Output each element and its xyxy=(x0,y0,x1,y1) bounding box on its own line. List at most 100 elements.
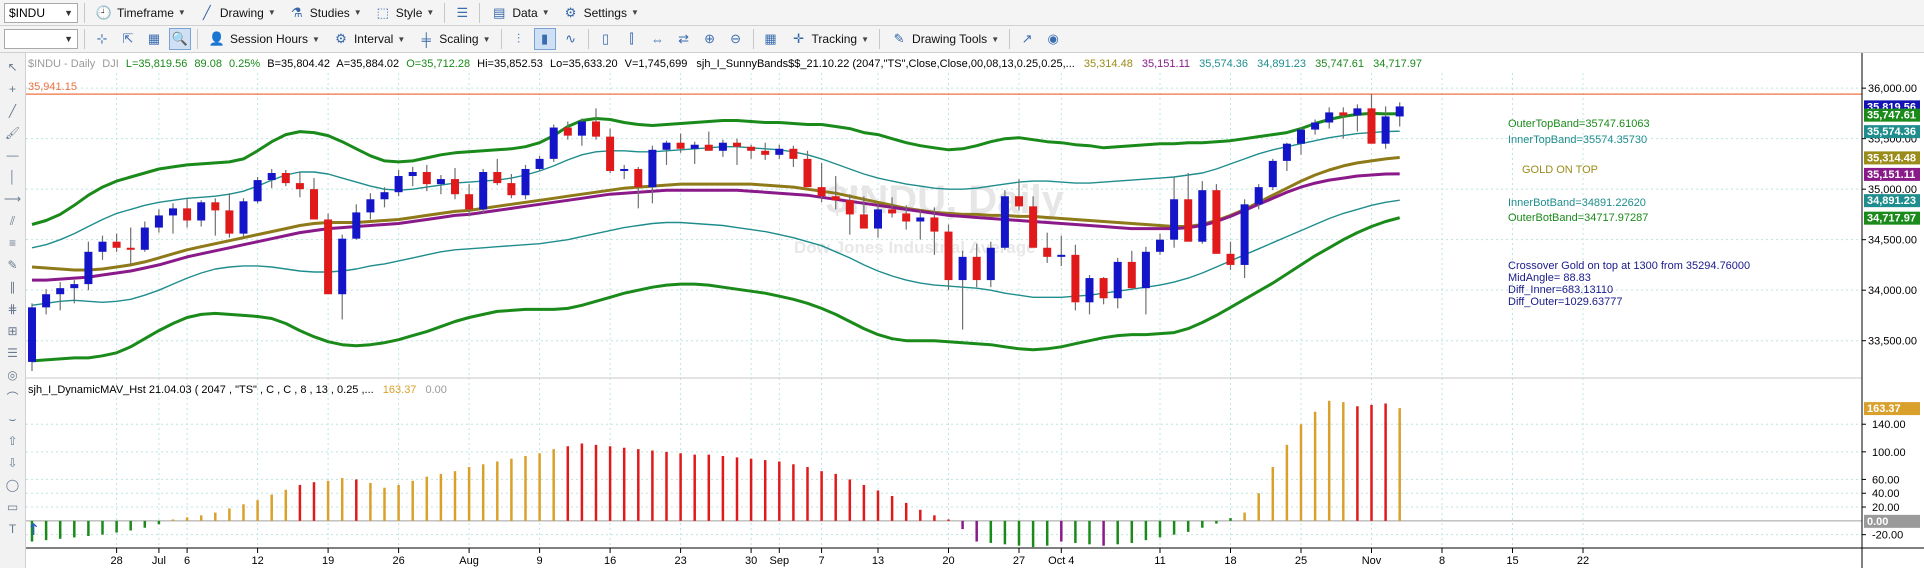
candle-body xyxy=(1170,199,1179,240)
chart-area[interactable]: $INDU - Daily DJI L=35,819.56 89.08 0.25… xyxy=(26,53,1924,568)
cursor-icon[interactable]: ↖ xyxy=(7,60,18,74)
candlestick-icon[interactable]: ▮ xyxy=(533,28,556,50)
tracking-icon: ✛ xyxy=(793,31,804,46)
vertical-line-icon[interactable]: │ xyxy=(8,170,17,184)
separator xyxy=(500,29,502,49)
osc-tick-label: 60.00 xyxy=(1872,474,1900,486)
grid-icon[interactable]: ▦ xyxy=(764,31,777,46)
horizontal-line-icon[interactable]: — xyxy=(6,148,19,162)
pencil-icon[interactable]: ✎ xyxy=(7,258,18,272)
magnifier-icon[interactable]: 🔍 xyxy=(169,28,191,50)
grid xyxy=(26,73,1862,548)
ray-icon[interactable]: ⟶ xyxy=(3,192,22,206)
candle-body xyxy=(1240,204,1249,265)
interval-combo[interactable]: ▼ xyxy=(4,29,78,49)
candle-body xyxy=(930,217,939,232)
trendline-icon[interactable]: ╱ xyxy=(8,104,17,118)
price-badge xyxy=(1864,125,1920,139)
candle-body xyxy=(98,241,107,252)
candle-body xyxy=(394,176,403,193)
eye-icon[interactable]: ◉ xyxy=(1047,31,1059,46)
bars-icon[interactable]: ▯ xyxy=(601,31,610,46)
symbol-combo[interactable]: $INDU ▼ xyxy=(4,2,78,23)
band-outer-top xyxy=(31,111,1400,226)
layout-icon[interactable]: ▦ xyxy=(147,31,161,46)
candle-body xyxy=(352,212,361,239)
legend-ask: A=35,884.02 xyxy=(336,58,399,70)
time-tick-label: Oct 4 xyxy=(1048,555,1074,567)
drawing-button[interactable]: ╱ Drawing ▼ xyxy=(194,2,280,24)
fib-icon[interactable]: ≡ xyxy=(8,236,16,250)
list-icon[interactable]: ☰ xyxy=(7,346,18,360)
studies-button[interactable]: ⚗ Studies ▼ xyxy=(284,2,366,24)
candle-body xyxy=(1212,190,1221,254)
page-icon[interactable]: ⇄ xyxy=(678,31,689,46)
scroll-icon[interactable]: ⇔ xyxy=(651,31,665,47)
candle-body xyxy=(888,209,897,214)
crosshair-icon[interactable]: ⊹ xyxy=(96,31,108,46)
ellipse-icon[interactable]: ◯ xyxy=(5,478,20,492)
rectangle-icon[interactable]: ▭ xyxy=(6,500,19,514)
ohlc-icon[interactable]: ⫿ xyxy=(629,31,634,46)
parallel-icon[interactable]: ∥ xyxy=(9,280,16,294)
zoom-out-icon[interactable]: ⊖ xyxy=(730,31,741,46)
interval-button[interactable]: ⚙ Interval ▼ xyxy=(328,28,409,50)
data-button[interactable]: ▤ Data ▼ xyxy=(486,2,553,24)
candle-body xyxy=(845,200,854,215)
candle-body xyxy=(253,180,262,202)
timeframe-button[interactable]: 🕘 Timeframe ▼ xyxy=(91,2,190,24)
panels-icon[interactable]: ☰ xyxy=(456,4,469,20)
time-tick-label: Aug xyxy=(459,555,479,567)
price-tick-label: 34,500.00 xyxy=(1868,235,1917,247)
price-tick-label: 34,000.00 xyxy=(1868,285,1917,297)
cycle-icon[interactable]: ◎ xyxy=(7,368,18,382)
candle-body xyxy=(1339,112,1348,116)
bar-chart-icon[interactable]: ⫶ xyxy=(516,31,521,46)
pointer-icon[interactable]: ⇱ xyxy=(122,31,134,46)
time-tick-label: 27 xyxy=(1013,555,1025,567)
diff-outer-label: Diff_Outer=1029.63777 xyxy=(1508,296,1622,308)
time-tick-label: 18 xyxy=(1224,555,1236,567)
candle-body xyxy=(916,217,925,222)
session-hours-button[interactable]: 👤 Session Hours ▼ xyxy=(204,28,324,50)
diff-inner-label: Diff_Inner=683.13110 xyxy=(1508,284,1613,296)
scaling-button[interactable]: ╪ Scaling ▼ xyxy=(413,28,494,50)
chart-svg[interactable]: $INDU - Daily DJI L=35,819.56 89.08 0.25… xyxy=(26,53,1924,568)
arrow-down-icon[interactable]: ⇩ xyxy=(7,456,18,470)
zoom-in-icon[interactable]: ⊕ xyxy=(704,31,715,46)
style-button[interactable]: ⬚ Style ▼ xyxy=(370,2,439,24)
outer-bot-label: OuterBotBand=34717.97287 xyxy=(1508,212,1648,224)
tracking-button[interactable]: ✛ Tracking ▼ xyxy=(786,28,874,50)
separator xyxy=(879,29,881,49)
candle-body xyxy=(859,214,868,229)
price-tick-label: 36,000.00 xyxy=(1868,83,1917,95)
brush-icon[interactable]: 🖌 xyxy=(4,126,21,140)
candle-body xyxy=(986,247,995,281)
arc-down-icon[interactable]: ⌣ xyxy=(8,411,17,426)
crosshair-icon[interactable]: + xyxy=(8,82,16,96)
legend-study: sjh_I_SunnyBands$$_21.10.22 (2047,"TS",C… xyxy=(696,58,1074,70)
grid-icon[interactable]: ⊞ xyxy=(7,324,18,338)
pencil-icon: ✎ xyxy=(893,31,905,46)
candle-body xyxy=(1268,160,1277,188)
line-chart-icon[interactable]: ∿ xyxy=(565,31,576,46)
osc-tick-label: 140.00 xyxy=(1872,419,1906,431)
candle-body xyxy=(338,238,347,295)
legend-high: Hi=35,852.53 xyxy=(477,58,543,70)
arc-icon[interactable]: ⌒ xyxy=(6,390,19,405)
gann-icon[interactable]: ⋕ xyxy=(7,302,18,316)
candle-body xyxy=(620,168,629,171)
drawing-tools-button[interactable]: ✎ Drawing Tools ▼ xyxy=(886,28,1003,50)
price-axis-bg xyxy=(1862,53,1924,568)
candle-body xyxy=(634,168,643,188)
legend-v2: 35,151.11 xyxy=(1142,58,1190,70)
candle-body xyxy=(944,231,953,281)
text-icon[interactable]: T xyxy=(8,522,17,536)
channel-icon[interactable]: ⫽ xyxy=(9,213,16,228)
time-tick-label: 7 xyxy=(819,555,825,567)
trend-icon[interactable]: ↗ xyxy=(1021,31,1033,46)
settings-button[interactable]: ⚙ Settings ▼ xyxy=(558,2,643,24)
price-badge-text: 34,891.23 xyxy=(1867,195,1916,207)
time-axis[interactable]: 28 Jul 6 12 19 26 Aug 9 16 23 30 Sep 7 13 20 27 Oct 4 11 1… xyxy=(26,547,1924,567)
arrow-up-icon[interactable]: ⇧ xyxy=(7,434,18,448)
